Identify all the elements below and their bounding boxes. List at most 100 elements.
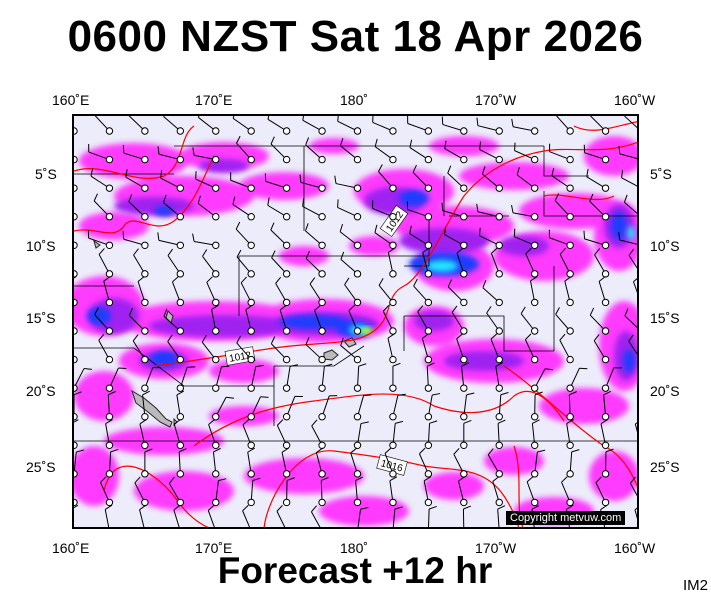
wind-barb-flag [595,476,602,483]
wind-station-dot [530,213,539,221]
wind-station-dot [282,213,291,221]
wind-barb-flag [103,276,111,282]
wind-station-dot [530,413,539,421]
wind-barb-flag [90,168,94,177]
wind-barb-flag [206,276,213,283]
wind-station-dot [353,441,362,449]
wind-barb-flag [444,226,447,235]
wind-barb-flag [618,145,621,154]
wind-station-dot [566,498,574,507]
wind-barb-flag [589,307,595,316]
wind-barb-flag [76,449,85,453]
wind-station-dot [176,384,185,392]
wind-barb-flag [456,333,464,340]
wind-barb-flag [98,333,105,341]
wind-barb-flag [207,504,215,511]
wind-barb-flag [600,419,608,425]
wind-barb-flag [270,136,275,145]
wind-station-dot [495,241,503,249]
wind-barb-flag [628,334,634,342]
wind-station-dot [213,528,219,529]
wind-barb-flag [409,225,412,234]
wind-station-dot [282,327,291,335]
wind-station-dot [176,327,185,335]
wind-barb-flag [428,505,437,510]
wind-station-dot [141,127,149,135]
wind-station-dot [638,156,639,162]
wind-barb-flag [492,476,500,482]
wind-barb-flag [559,247,566,255]
wind-station-dot [495,441,503,449]
wind-barb-flag [487,448,494,456]
wind-barb-flag [579,367,588,370]
wind-barb-flag [495,362,504,367]
wind-station-dot [212,184,220,192]
wind-barb-staff [621,177,637,187]
wind-station-dot [601,270,610,278]
wind-station-dot [460,413,468,421]
wind-station-dot [353,355,362,364]
wind-station-dot [530,298,539,307]
wind-barbs [74,116,639,529]
wind-station-dot [530,384,539,392]
wind-barb-flag [281,447,290,453]
forecast-map[interactable]: 1012 1012 1016 Copyright metvuw.com [72,114,639,529]
wind-barb-flag [270,336,276,344]
wind-barb-flag [311,419,318,427]
wind-barb-flag [388,247,396,253]
wind-barb-flag [476,203,479,212]
wind-station-dot [353,413,362,421]
wind-barb-flag [218,478,227,482]
wind-station-dot [353,298,362,307]
wind-barb-staff [392,509,396,527]
wind-barb-flag [74,419,79,423]
wind-barb-flag [255,364,264,368]
wind-station-dot [105,241,114,249]
wind-barb-flag [267,197,270,206]
wind-barb-flag [208,418,216,425]
wind-barb-flag [569,391,577,396]
wind-station-dot [212,413,220,421]
isobar-label-1016: 1016 [376,454,408,476]
wind-station-dot [601,413,610,421]
wind-barb-staff [357,509,362,527]
wind-barb-flag [628,248,635,256]
wind-station-dot [424,355,433,364]
wind-station-dot [566,384,574,392]
wind-station-dot [318,213,326,221]
wind-station-dot [530,155,539,164]
wind-station-dot [389,327,397,335]
wind-barb-flag [532,419,540,424]
lon-label-top-160w: 160˚W [614,92,656,108]
wind-station-dot [460,184,468,192]
wind-barb-flag [93,193,99,202]
wind-barb-flag [270,222,275,231]
wind-station-dot [212,498,220,507]
wind-barb-flag [531,504,540,510]
map-title: 0600 NZST Sat 18 Apr 2026 [67,12,644,61]
wind-station-dot [425,528,431,529]
wind-station-dot [530,327,539,335]
forecast-label: Forecast +12 hr [217,550,493,591]
wind-barb-flag [511,118,514,127]
lon-label-bottom-170w: 170˚W [475,540,517,556]
wind-station-dot [424,498,433,507]
wind-station-dot [176,127,185,135]
wind-barb-flag [447,165,452,174]
wind-barb-flag [133,248,139,256]
wind-station-dot [601,441,610,449]
wind-barb-flag [305,251,310,259]
wind-barb-flag [378,164,383,172]
map-canvas: 1012 1012 1016 [74,116,639,529]
wind-barb-flag [211,304,219,310]
wind-station-dot [141,327,149,335]
wind-station-dot [176,498,185,507]
wind-station-dot [460,384,468,392]
wind-barb-flag [486,306,492,314]
wind-barb-staff [242,510,251,527]
wind-station-dot [566,327,574,335]
wind-station-dot [424,127,433,135]
wind-station-dot [74,441,78,449]
wind-barb-flag [605,448,614,453]
wind-station-dot [638,242,639,248]
